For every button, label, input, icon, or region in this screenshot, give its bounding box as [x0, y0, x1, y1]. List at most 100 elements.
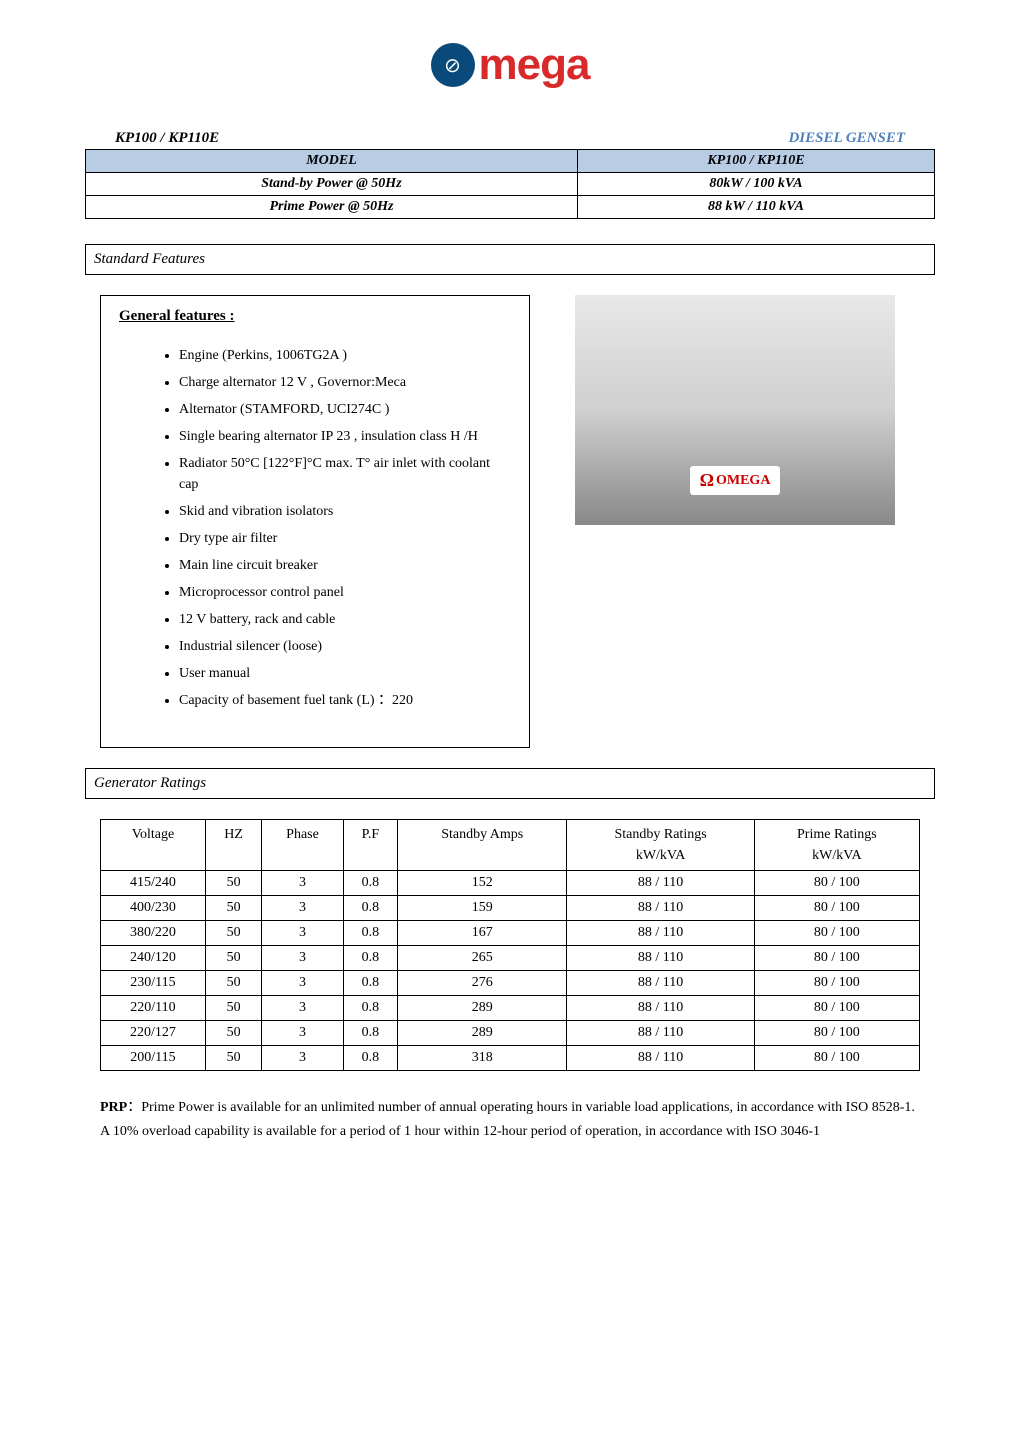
- ratings-col-pf: P.F: [343, 820, 397, 871]
- brand-logo: ⊘ mega: [85, 40, 935, 90]
- table-cell: 276: [398, 971, 567, 996]
- table-cell: 152: [398, 871, 567, 896]
- table-row: 220/1105030.828988 / 11080 / 100: [101, 996, 920, 1021]
- table-cell: 240/120: [101, 946, 206, 971]
- feature-item: Radiator 50°C [122°F]°C max. T° air inle…: [179, 453, 511, 495]
- table-cell: 88 / 110: [567, 921, 754, 946]
- table-cell: 50: [205, 871, 261, 896]
- table-cell: 0.8: [343, 971, 397, 996]
- feature-item: Alternator (STAMFORD, UCI274C ): [179, 399, 511, 420]
- table-row: 230/1155030.827688 / 11080 / 100: [101, 971, 920, 996]
- spec-row-label: Prime Power @ 50Hz: [86, 196, 578, 219]
- table-cell: 3: [262, 1046, 343, 1071]
- table-cell: 167: [398, 921, 567, 946]
- table-cell: 380/220: [101, 921, 206, 946]
- table-cell: 3: [262, 1021, 343, 1046]
- table-cell: 88 / 110: [567, 871, 754, 896]
- features-list: Engine (Perkins, 1006TG2A ) Charge alter…: [119, 345, 511, 711]
- table-cell: 289: [398, 996, 567, 1021]
- table-cell: 3: [262, 971, 343, 996]
- feature-item: Skid and vibration isolators: [179, 501, 511, 522]
- table-cell: 200/115: [101, 1046, 206, 1071]
- prp-text: ：Prime Power is available for an unlimit…: [100, 1100, 915, 1139]
- table-cell: 415/240: [101, 871, 206, 896]
- table-cell: 0.8: [343, 871, 397, 896]
- feature-item: Engine (Perkins, 1006TG2A ): [179, 345, 511, 366]
- table-cell: 80 / 100: [754, 971, 919, 996]
- table-cell: 3: [262, 871, 343, 896]
- table-cell: 80 / 100: [754, 871, 919, 896]
- model-title: KP100 / KP110E: [115, 130, 219, 147]
- table-cell: 80 / 100: [754, 896, 919, 921]
- genset-label: DIESEL GENSET: [788, 130, 905, 147]
- omega-icon: Ω: [700, 470, 714, 491]
- spec-row-value: 80kW / 100 kVA: [577, 173, 934, 196]
- feature-item: Capacity of basement fuel tank (L) ：220: [179, 690, 511, 711]
- table-cell: 230/115: [101, 971, 206, 996]
- ratings-table: Voltage HZ Phase P.F Standby Amps Standb…: [100, 819, 920, 1071]
- table-cell: 0.8: [343, 996, 397, 1021]
- spec-header-value: KP100 / KP110E: [577, 150, 934, 173]
- table-cell: 3: [262, 921, 343, 946]
- table-cell: 88 / 110: [567, 996, 754, 1021]
- table-cell: 3: [262, 946, 343, 971]
- feature-item: Microprocessor control panel: [179, 582, 511, 603]
- table-cell: 400/230: [101, 896, 206, 921]
- table-row: 240/1205030.826588 / 11080 / 100: [101, 946, 920, 971]
- table-cell: 3: [262, 996, 343, 1021]
- table-cell: 88 / 110: [567, 1046, 754, 1071]
- feature-item: Charge alternator 12 V , Governor:Meca: [179, 372, 511, 393]
- feature-item: Industrial silencer (loose): [179, 636, 511, 657]
- features-title: General features :: [119, 308, 511, 325]
- spec-table: MODEL KP100 / KP110E Stand-by Power @ 50…: [85, 149, 935, 219]
- spec-header-model: MODEL: [86, 150, 578, 173]
- ratings-header-row: Voltage HZ Phase P.F Standby Amps Standb…: [101, 820, 920, 871]
- table-cell: 80 / 100: [754, 921, 919, 946]
- table-cell: 0.8: [343, 1046, 397, 1071]
- table-cell: 50: [205, 921, 261, 946]
- features-content-row: General features : Engine (Perkins, 1006…: [100, 295, 920, 748]
- table-cell: 159: [398, 896, 567, 921]
- table-cell: 220/127: [101, 1021, 206, 1046]
- table-row: 415/2405030.815288 / 11080 / 100: [101, 871, 920, 896]
- spec-row-value: 88 kW / 110 kVA: [577, 196, 934, 219]
- table-cell: 80 / 100: [754, 1046, 919, 1071]
- ratings-col-phase: Phase: [262, 820, 343, 871]
- spec-row-label: Stand-by Power @ 50Hz: [86, 173, 578, 196]
- prp-label: PRP: [100, 1100, 127, 1115]
- table-cell: 0.8: [343, 946, 397, 971]
- product-image-container: Ω OMEGA: [555, 295, 895, 748]
- table-row: 400/2305030.815988 / 11080 / 100: [101, 896, 920, 921]
- table-row: 200/1155030.831888 / 11080 / 100: [101, 1046, 920, 1071]
- table-cell: 289: [398, 1021, 567, 1046]
- ratings-section-header: Generator Ratings: [85, 768, 935, 799]
- product-badge-text: OMEGA: [716, 473, 770, 489]
- product-badge: Ω OMEGA: [690, 466, 781, 495]
- table-cell: 220/110: [101, 996, 206, 1021]
- ratings-col-voltage: Voltage: [101, 820, 206, 871]
- table-cell: 88 / 110: [567, 896, 754, 921]
- table-cell: 88 / 110: [567, 946, 754, 971]
- table-cell: 50: [205, 1021, 261, 1046]
- feature-item: 12 V battery, rack and cable: [179, 609, 511, 630]
- product-image: Ω OMEGA: [575, 295, 895, 525]
- table-cell: 0.8: [343, 896, 397, 921]
- ratings-col-standby-ratings: Standby RatingskW/kVA: [567, 820, 754, 871]
- footer-note: PRP：Prime Power is available for an unli…: [100, 1096, 920, 1144]
- ratings-col-hz: HZ: [205, 820, 261, 871]
- table-cell: 0.8: [343, 1021, 397, 1046]
- features-section-header: Standard Features: [85, 244, 935, 275]
- table-cell: 50: [205, 1046, 261, 1071]
- table-cell: 50: [205, 996, 261, 1021]
- table-cell: 50: [205, 896, 261, 921]
- table-cell: 265: [398, 946, 567, 971]
- table-row: 220/1275030.828988 / 11080 / 100: [101, 1021, 920, 1046]
- table-cell: 0.8: [343, 921, 397, 946]
- ratings-col-prime-ratings: Prime RatingskW/kVA: [754, 820, 919, 871]
- feature-item: Main line circuit breaker: [179, 555, 511, 576]
- table-cell: 80 / 100: [754, 1021, 919, 1046]
- table-cell: 88 / 110: [567, 1021, 754, 1046]
- table-cell: 80 / 100: [754, 996, 919, 1021]
- logo-icon: ⊘: [431, 43, 475, 87]
- feature-item: User manual: [179, 663, 511, 684]
